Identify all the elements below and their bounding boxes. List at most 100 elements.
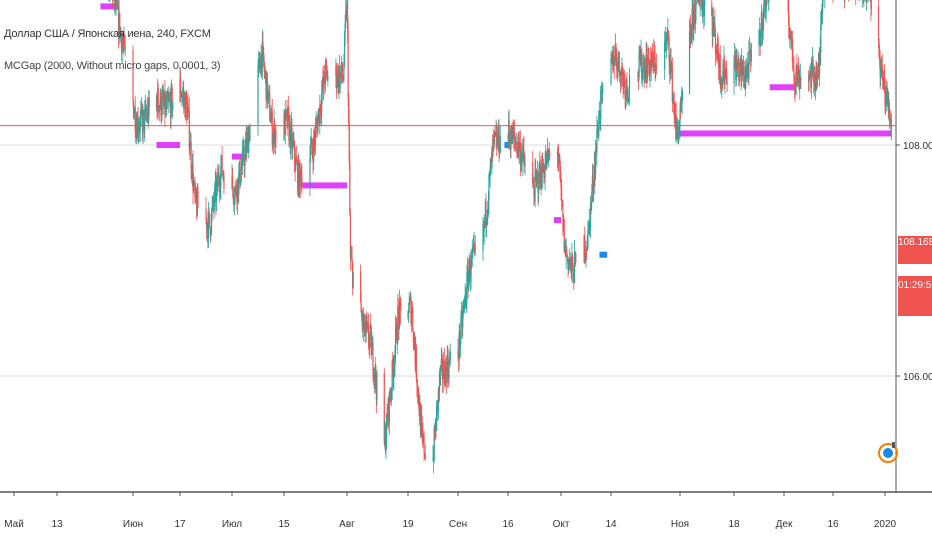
- candle-body: [210, 211, 213, 232]
- candle-body: [486, 217, 488, 220]
- candle-body: [288, 113, 290, 141]
- candle-body: [680, 97, 682, 111]
- candle-body: [640, 49, 642, 66]
- tradingview-logo-icon[interactable]: [877, 440, 899, 464]
- candle-body: [472, 244, 475, 250]
- candle-body: [388, 391, 390, 423]
- candle-body: [890, 124, 893, 130]
- gap-zone: [599, 251, 608, 258]
- time-tick-label: 16: [502, 519, 514, 530]
- candle-body: [124, 44, 126, 51]
- candle-body: [265, 72, 267, 100]
- candle-body: [482, 224, 484, 252]
- candle-body: [619, 74, 622, 86]
- candle-body: [681, 96, 683, 103]
- candle-body: [812, 60, 814, 67]
- candle-body: [295, 157, 297, 170]
- candle-body: [235, 184, 237, 195]
- candle-body: [612, 51, 614, 71]
- candle-body: [217, 174, 219, 187]
- candle-body: [390, 392, 392, 399]
- candle-body: [348, 97, 350, 125]
- candle-body: [462, 307, 464, 314]
- candle-body: [721, 79, 723, 91]
- candle-body: [589, 220, 591, 230]
- candle-body: [887, 89, 889, 101]
- candle-body: [674, 114, 676, 129]
- candle-body: [207, 211, 210, 239]
- candle-body: [296, 162, 299, 189]
- candle-body: [346, 0, 349, 30]
- candle-body: [162, 93, 164, 103]
- candle-body: [470, 256, 472, 277]
- candle-body: [370, 326, 372, 355]
- candle-body: [132, 50, 134, 101]
- candle-body: [287, 107, 289, 127]
- candle-body: [795, 82, 797, 89]
- candle-body: [317, 117, 319, 133]
- candle-body: [584, 255, 586, 259]
- candle-body: [623, 76, 625, 87]
- candle-body: [574, 252, 576, 254]
- candle-body: [214, 188, 216, 207]
- gap-zone: [302, 182, 347, 189]
- indicator-label[interactable]: MCGap (2000, Without micro gaps, 0.0001,…: [4, 60, 221, 72]
- candle-body: [421, 425, 423, 435]
- candle-body: [233, 199, 236, 204]
- candle-body: [624, 81, 626, 99]
- candle-body: [343, 33, 346, 65]
- candle-body: [194, 182, 196, 197]
- candle-body: [678, 129, 680, 142]
- candle-body: [410, 297, 412, 323]
- candle-body: [413, 334, 416, 348]
- candle-body: [314, 126, 317, 144]
- time-tick-label: Июн: [123, 519, 143, 530]
- candle-body: [816, 70, 818, 88]
- bar-countdown-value: 01:29:56: [898, 280, 932, 291]
- candle-body: [212, 198, 214, 207]
- candle-body: [642, 62, 644, 73]
- candle-body: [538, 189, 540, 194]
- candle-body: [715, 49, 718, 55]
- candle-body: [704, 3, 706, 5]
- symbol-title[interactable]: Доллар США / Японская иена, 240, FXCM: [4, 28, 211, 40]
- candle-body: [571, 255, 574, 268]
- candle-body: [385, 413, 388, 439]
- candle-body: [366, 320, 368, 326]
- candle-body: [612, 55, 615, 71]
- candle-body: [246, 137, 248, 153]
- candle-body: [648, 64, 650, 77]
- candle-body: [393, 365, 396, 367]
- candle-body: [878, 55, 881, 57]
- candle-body: [459, 338, 461, 348]
- candle-body: [222, 173, 224, 177]
- candle-body: [193, 183, 195, 191]
- candle-body: [621, 68, 623, 71]
- candle-body: [324, 63, 326, 85]
- candle-body: [583, 235, 585, 263]
- candle-body: [293, 141, 295, 145]
- candle-body: [286, 110, 288, 127]
- gap-zone: [553, 217, 561, 224]
- candle-body: [468, 273, 470, 290]
- candle-body: [879, 56, 881, 78]
- candle-body: [564, 241, 567, 256]
- candle-body: [238, 172, 240, 195]
- candle-body: [283, 113, 285, 140]
- candle-body: [745, 70, 748, 80]
- candle-body: [792, 67, 794, 69]
- candle-body: [654, 56, 656, 71]
- candle-body: [375, 366, 377, 384]
- candle-body: [457, 351, 459, 357]
- candle-body: [541, 159, 543, 188]
- candle-body: [560, 181, 562, 188]
- candle-body: [880, 69, 882, 78]
- candle-body: [442, 378, 444, 380]
- candle-body: [363, 325, 365, 329]
- candle-body: [410, 310, 413, 323]
- candle-body: [749, 49, 751, 54]
- candle-body: [215, 181, 217, 203]
- candle-body: [385, 438, 387, 451]
